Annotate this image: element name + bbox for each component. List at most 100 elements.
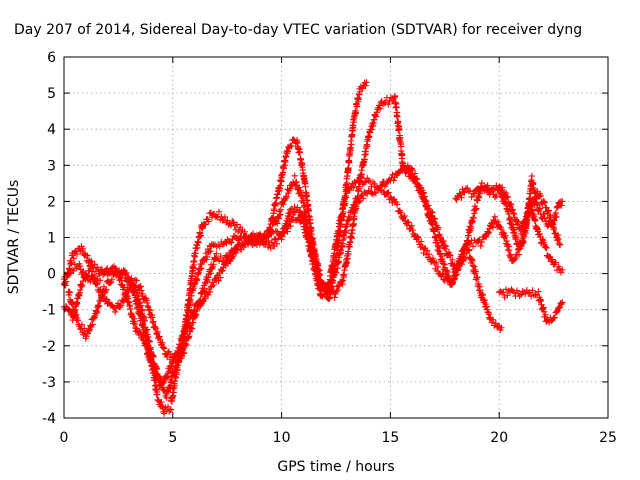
data-point	[351, 202, 358, 210]
data-point	[331, 294, 338, 301]
data-point	[315, 271, 322, 279]
data-point	[271, 235, 278, 243]
data-point	[514, 218, 521, 225]
data-point	[391, 174, 398, 181]
data-point	[365, 177, 372, 184]
data-point	[141, 317, 149, 325]
data-point	[559, 266, 566, 274]
data-point	[515, 219, 522, 226]
data-point	[454, 264, 462, 272]
data-point	[332, 269, 340, 276]
data-point	[537, 192, 544, 199]
data-point	[345, 250, 352, 258]
data-point	[502, 200, 510, 207]
data-point	[449, 256, 456, 264]
data-point	[147, 307, 154, 314]
data-point	[375, 185, 382, 192]
data-point	[504, 292, 511, 299]
data-point	[533, 194, 540, 201]
data-point	[517, 291, 525, 298]
data-point	[93, 309, 101, 317]
grid-lines	[64, 57, 608, 418]
data-point	[87, 265, 94, 272]
data-point	[150, 318, 157, 325]
y-tick-label: 0	[47, 267, 56, 283]
data-point	[390, 177, 397, 184]
data-point	[457, 255, 464, 263]
data-point	[398, 151, 406, 158]
data-point	[230, 219, 237, 226]
data-point	[436, 231, 443, 238]
data-point	[149, 314, 156, 321]
data-point	[540, 210, 548, 218]
data-point	[105, 269, 112, 277]
data-point	[279, 169, 286, 176]
data-point	[202, 221, 209, 228]
data-point	[553, 308, 560, 316]
data-point	[317, 279, 324, 286]
y-tick-label: 3	[47, 158, 56, 174]
data-point	[458, 194, 465, 201]
data-point	[103, 296, 110, 303]
data-point	[197, 265, 205, 272]
data-point	[270, 207, 278, 214]
data-point	[341, 234, 348, 242]
data-point	[305, 239, 313, 246]
data-point	[153, 330, 160, 337]
data-point	[159, 339, 166, 347]
data-point	[497, 288, 504, 295]
data-point	[401, 212, 408, 220]
data-point	[136, 283, 144, 291]
data-point	[412, 176, 419, 183]
data-point	[389, 199, 396, 206]
data-point	[539, 236, 546, 243]
data-point	[85, 327, 92, 334]
data-point	[408, 222, 415, 230]
data-point	[417, 185, 425, 192]
data-point	[229, 217, 236, 225]
data-point	[511, 255, 519, 262]
data-point	[550, 224, 558, 232]
data-point	[434, 263, 442, 271]
x-tick-label: 25	[599, 430, 617, 446]
data-point	[284, 186, 291, 193]
data-point	[284, 228, 291, 235]
data-point	[400, 214, 408, 221]
data-point	[154, 328, 161, 336]
data-point	[207, 270, 214, 277]
data-point	[307, 251, 315, 259]
data-point	[277, 206, 285, 214]
data-point	[170, 372, 177, 379]
data-point	[88, 268, 96, 275]
data-point	[190, 258, 198, 265]
data-point	[197, 296, 204, 303]
data-point	[137, 283, 144, 290]
data-point	[69, 252, 76, 259]
data-point	[202, 295, 209, 302]
data-point	[291, 209, 298, 216]
data-point	[465, 247, 473, 254]
data-point	[138, 287, 145, 294]
data-point	[69, 299, 76, 306]
data-point	[498, 187, 505, 195]
data-point	[276, 185, 283, 192]
data-point	[62, 278, 69, 285]
y-tick-label: 4	[47, 122, 56, 138]
data-point	[293, 178, 300, 186]
data-point	[83, 333, 90, 340]
data-point	[543, 244, 550, 252]
data-point	[274, 220, 281, 227]
data-point	[126, 275, 133, 283]
data-point	[160, 345, 168, 352]
data-point	[127, 277, 134, 284]
data-point	[397, 209, 404, 216]
series-track-6	[452, 172, 566, 254]
data-point	[307, 243, 314, 250]
data-point	[287, 185, 294, 192]
data-point	[362, 178, 369, 185]
data-point	[513, 287, 521, 294]
data-point	[345, 164, 352, 172]
data-point	[469, 243, 477, 250]
data-point	[556, 304, 564, 311]
data-point	[343, 259, 351, 267]
